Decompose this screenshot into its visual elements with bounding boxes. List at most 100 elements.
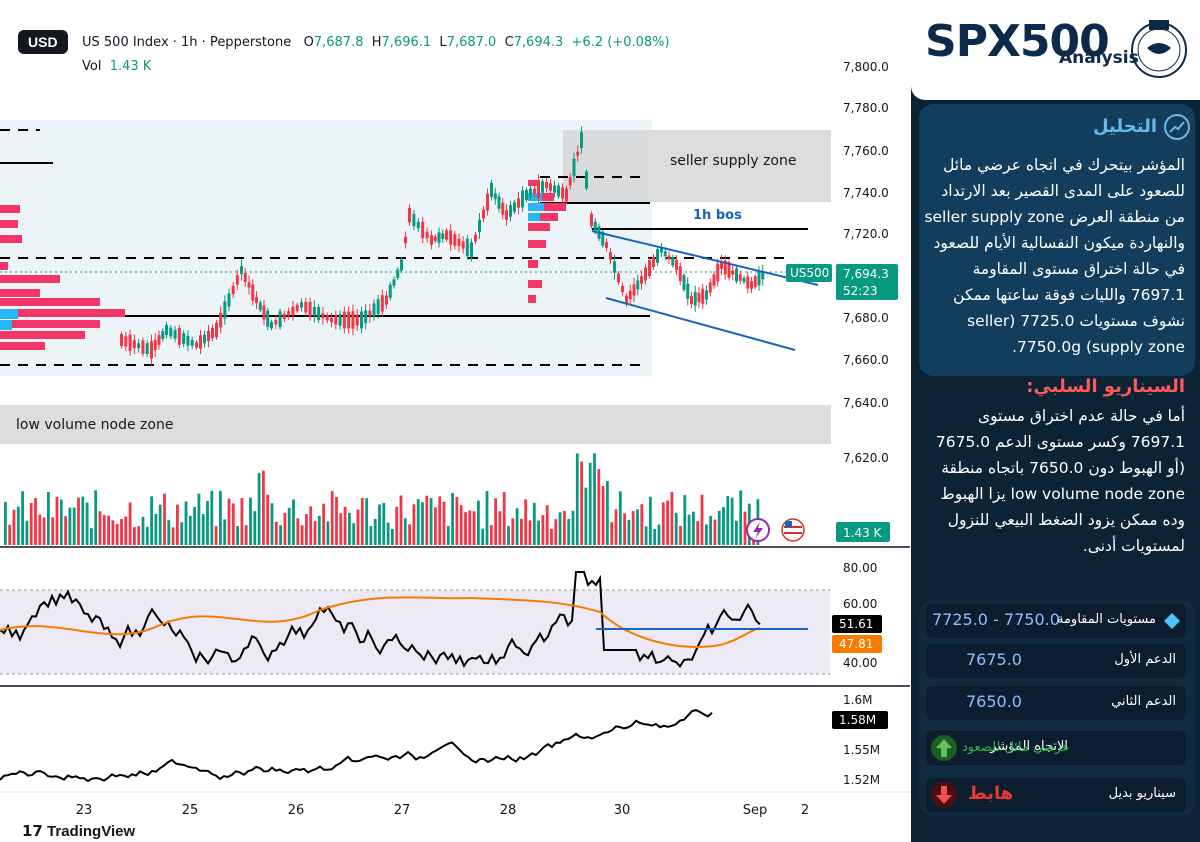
price-axis-label: 7,720.0: [843, 227, 889, 241]
candle-body: [628, 290, 632, 300]
volume-bar: [180, 522, 184, 545]
candle-body: [145, 343, 149, 354]
volume-bar: [481, 528, 485, 545]
volume-bar: [640, 504, 644, 545]
volume-bar: [176, 504, 179, 545]
volume-bar: [739, 490, 743, 545]
tv-logo-text: TradingView: [47, 823, 136, 840]
symbol-tag-bg: [786, 264, 832, 282]
volume-bar: [593, 453, 596, 545]
candle-body: [576, 151, 580, 156]
channel-upper-line: [591, 230, 819, 286]
negative-scenario-heading: السيناريو السلبي:: [1026, 376, 1185, 397]
volume-bar: [468, 510, 472, 545]
rsi-ma-line: [0, 596, 761, 648]
candle-body: [400, 259, 403, 271]
volume-bar: [666, 500, 669, 545]
candle-body: [517, 198, 520, 208]
candle-body: [430, 235, 433, 245]
candle-body: [601, 231, 605, 246]
candle-body: [675, 259, 678, 271]
volume-bar: [545, 505, 549, 545]
volume-bar: [38, 514, 42, 545]
currency-badge[interactable]: USD: [18, 30, 68, 54]
candle-body: [482, 209, 485, 219]
volume-bar: [399, 495, 403, 545]
volume-bar: [515, 508, 519, 545]
volume-bar: [317, 515, 321, 545]
volume-bar: [391, 529, 394, 545]
price-axis[interactable]: 7,800.07,780.07,760.07,740.07,720.07,700…: [843, 60, 889, 465]
candle-body: [682, 275, 686, 290]
volume-bar: [528, 520, 532, 545]
chart-area[interactable]: USD US 500 Index · 1h · Pepperstone O7,6…: [0, 0, 910, 842]
volume-bar: [72, 507, 76, 545]
candle-body: [173, 329, 177, 339]
obv-value-bg: [832, 711, 888, 729]
candle-body: [243, 272, 247, 283]
candle-body: [195, 342, 198, 348]
volume-bar: [262, 470, 265, 545]
rsi-axis-80: 80.00: [843, 561, 877, 575]
vol-label: Vol: [82, 59, 102, 74]
candle-body: [330, 317, 333, 323]
low-volume-zone-box: [0, 405, 831, 444]
candle-body: [227, 293, 231, 307]
alt-scenario-label: سيناريو بديل: [1108, 786, 1176, 801]
volume-bar: [274, 521, 278, 545]
volume-bar: [365, 498, 368, 545]
candle-body: [262, 305, 266, 320]
time-axis[interactable]: 23 25 26 27 28 30 Sep 2: [76, 803, 809, 818]
volume-bar: [8, 524, 12, 545]
candle-body: [368, 310, 372, 316]
candle-body: [150, 341, 153, 359]
candle-body: [300, 302, 303, 308]
volume-bar: [692, 511, 695, 545]
volume-bar: [141, 516, 145, 545]
candle-body: [416, 221, 420, 229]
support-2-label: الدعم الثاني: [1111, 694, 1176, 709]
candle-body: [757, 271, 761, 286]
candle-body: [501, 202, 505, 215]
arrow-up-icon: [931, 735, 957, 761]
candle-body: [727, 262, 731, 278]
volume-tag: 1.43 K: [843, 526, 883, 540]
volume-bar: [601, 485, 605, 545]
candle-body: [351, 311, 355, 329]
candle-body: [648, 259, 651, 277]
low-label: L: [439, 35, 447, 50]
volume-bar: [472, 511, 476, 545]
candle-body: [347, 311, 351, 329]
time-axis-label: 23: [76, 803, 93, 818]
arrow-down-icon: [931, 782, 957, 808]
candle-body: [240, 266, 243, 274]
candle-body: [120, 334, 123, 346]
high-label: H: [371, 35, 382, 50]
candle-body: [270, 321, 273, 329]
volume-bar: [240, 498, 244, 545]
candle-body: [738, 274, 742, 281]
candle-body: [580, 132, 583, 148]
main-chart-svg[interactable]: seller supply zone low volume node zone …: [0, 0, 910, 842]
countdown-tag: 52:23: [843, 284, 878, 298]
volume-bar: [219, 490, 222, 545]
candle-body: [177, 327, 181, 345]
candle-body: [437, 232, 441, 243]
candle-body: [258, 302, 262, 311]
volume-bar: [532, 502, 536, 545]
candle-body: [667, 255, 671, 260]
candle-body: [304, 301, 308, 313]
candle-body: [701, 288, 705, 304]
price-axis-label: 7,800.0: [843, 60, 889, 74]
supply-zone-box: [563, 130, 831, 202]
candle-body: [203, 334, 206, 344]
symbol-tag: US500: [790, 266, 829, 280]
candlesticks: [120, 126, 765, 366]
volume-bar: [408, 524, 411, 545]
low-value: 7,687.0: [446, 35, 497, 50]
volume-bar: [696, 520, 700, 545]
volume-bar: [210, 490, 214, 545]
volume-bar: [352, 523, 356, 545]
tradingview-logo[interactable]: 𝟭𝟳 TradingView: [22, 822, 135, 840]
volume-bar: [502, 491, 506, 545]
